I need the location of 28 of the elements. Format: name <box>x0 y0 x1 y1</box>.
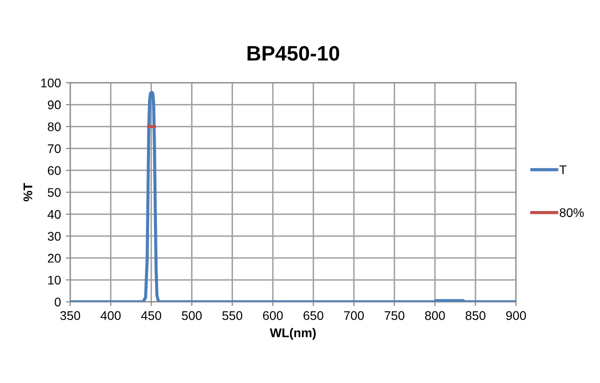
x-tick-label: 850 <box>466 311 486 320</box>
y-tick-label: 60 <box>48 166 61 176</box>
x-tick-label: 750 <box>384 311 404 320</box>
x-tick-label: 700 <box>344 311 364 320</box>
y-tick-label: 50 <box>48 188 61 197</box>
chart-title: BP450-10 <box>248 46 340 61</box>
y-tick-label: 70 <box>48 144 61 154</box>
x-tick-label: 500 <box>182 311 202 320</box>
x-tick-label: 400 <box>100 311 121 320</box>
x-tick-label: 800 <box>425 311 445 320</box>
y-tick-label: 100 <box>41 78 61 88</box>
x-tick-label: 550 <box>222 311 242 320</box>
y-tick-label: 90 <box>48 100 61 110</box>
x-tick-label: 450 <box>141 311 162 320</box>
y-tick-label: 20 <box>48 254 61 263</box>
x-axis-title: WL(nm) <box>270 328 316 340</box>
x-tick-label: 900 <box>506 311 526 320</box>
x-tick-label: 350 <box>60 311 80 320</box>
y-axis-title: %T <box>23 183 32 202</box>
legend-label: 80% <box>560 208 584 218</box>
y-tick-label: 80 <box>48 122 61 132</box>
y-tick-label: 0 <box>54 298 61 306</box>
legend-label: T <box>559 165 567 174</box>
y-tick-label: 40 <box>48 210 61 219</box>
x-tick-label: 650 <box>304 311 324 320</box>
y-tick-label: 30 <box>48 232 61 241</box>
y-tick-label: 10 <box>48 276 61 285</box>
x-tick-label: 600 <box>263 311 283 320</box>
